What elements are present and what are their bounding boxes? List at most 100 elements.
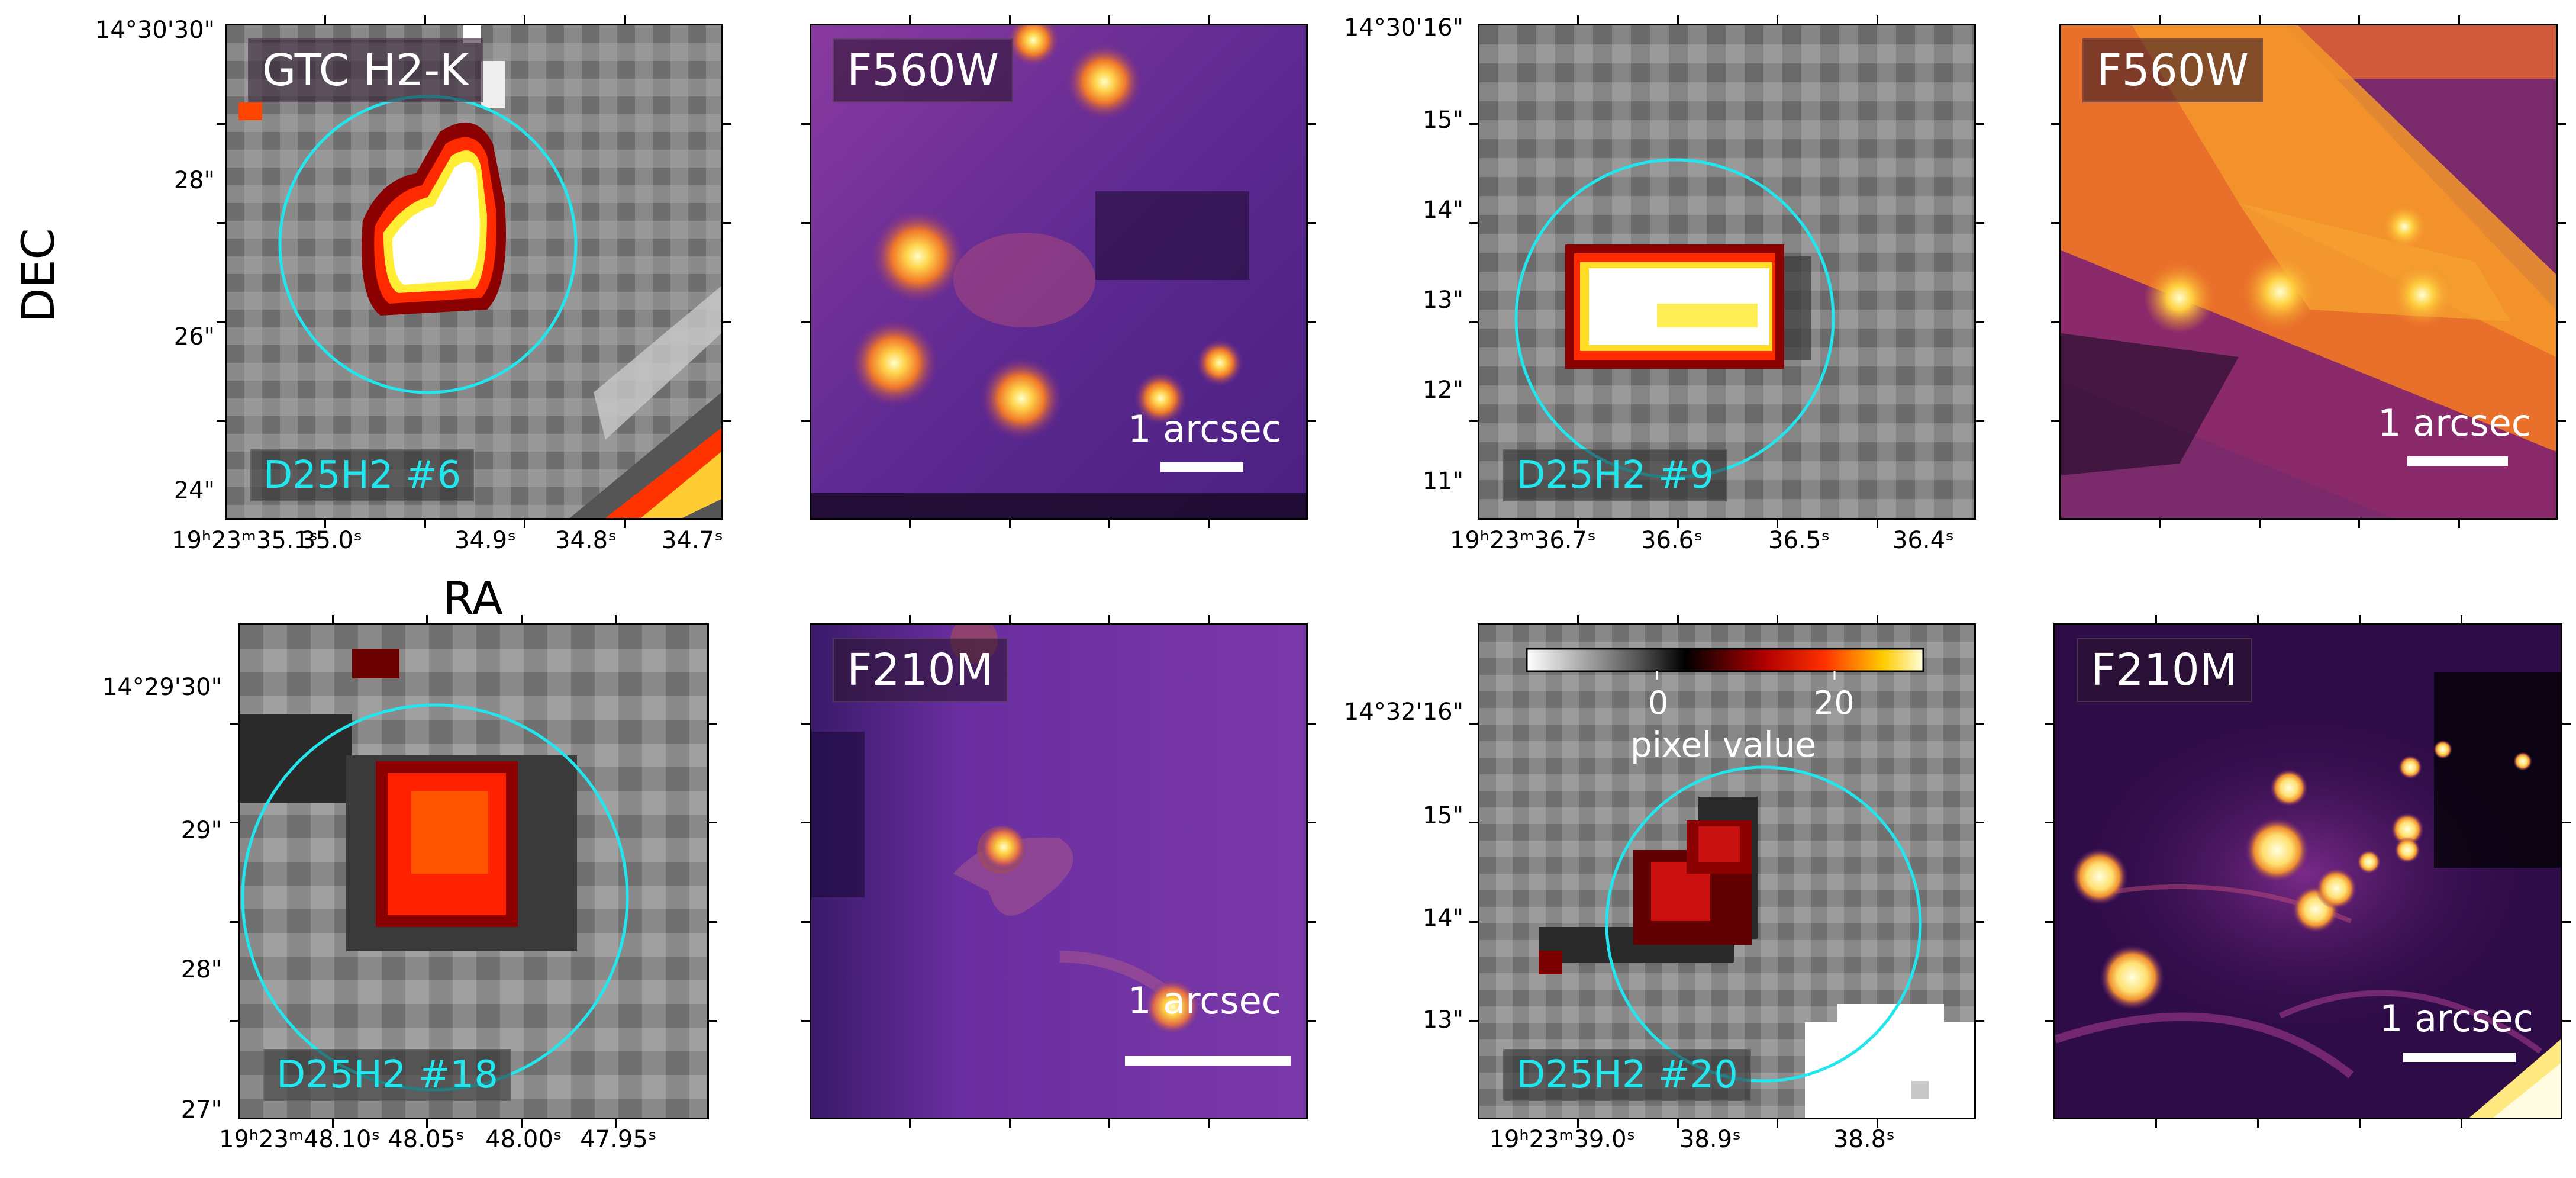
tick-mark <box>1469 420 1478 423</box>
tick-mark <box>1976 123 1984 125</box>
tick-mark <box>1577 1119 1579 1128</box>
x-tick-label: 34.8ˢ <box>555 527 617 554</box>
tick-mark <box>2562 722 2571 725</box>
tick-mark <box>723 123 731 125</box>
tick-mark <box>2159 520 2161 528</box>
tick-mark <box>1976 222 1984 224</box>
panel-source-9: D25H2 #9 <box>1478 24 1976 520</box>
y-tick-label: 14°32'16" <box>1343 699 1463 726</box>
dec-axis-title: DEC <box>12 228 65 323</box>
tick-mark <box>2045 722 2053 725</box>
y-tick-label: 15" <box>1422 802 1463 829</box>
tick-mark <box>2558 420 2566 423</box>
x-tick-label: 35.0ˢ <box>301 527 362 554</box>
tick-mark <box>1876 520 1878 528</box>
y-tick-label: 28" <box>173 167 215 194</box>
tick-mark <box>2458 15 2460 24</box>
tick-mark <box>2358 520 2361 528</box>
scale-bar-label: 1 arcsec <box>2380 997 2533 1040</box>
tick-mark <box>1308 822 1316 824</box>
tick-mark <box>1308 123 1316 125</box>
tick-mark <box>230 920 238 923</box>
tick-mark <box>1976 722 1984 725</box>
tick-mark <box>2155 1119 2157 1128</box>
source-id-label: D25H2 #18 <box>263 1049 511 1101</box>
x-tick-label: 36.6ˢ <box>1641 527 1703 554</box>
x-tick-label: 36.5ˢ <box>1768 527 1830 554</box>
tick-mark <box>709 920 717 923</box>
tick-mark <box>909 1119 911 1128</box>
colorbar-tick-label: 0 <box>1648 684 1669 722</box>
y-tick-label: 14" <box>1422 197 1463 224</box>
y-tick-label: 14°30'16" <box>1343 14 1463 41</box>
tick-mark <box>426 615 428 623</box>
tick-mark <box>801 822 810 824</box>
tick-mark <box>723 222 731 224</box>
x-tick-label: 38.8ˢ <box>1833 1126 1895 1153</box>
tick-mark <box>1108 615 1111 623</box>
tick-mark <box>614 1119 617 1128</box>
tick-mark <box>1677 520 1679 528</box>
scale-bar <box>2403 1053 2516 1062</box>
tick-mark <box>1976 1020 1984 1022</box>
grayscale-image <box>1479 625 1974 1118</box>
panel-gtc-h2k-source-6: GTC H2-K D25H2 #6 <box>225 24 723 520</box>
aperture-circle <box>1605 765 1922 1083</box>
y-tick-label: 26" <box>173 323 215 350</box>
x-tick-label: 47.95ˢ <box>580 1126 657 1153</box>
y-tick-label: 24" <box>173 477 215 504</box>
tick-mark <box>230 822 238 824</box>
tick-mark <box>1876 615 1878 623</box>
tick-mark <box>1469 222 1478 224</box>
tick-mark <box>2045 1020 2053 1022</box>
tick-mark <box>1008 1119 1011 1128</box>
tick-mark <box>723 321 731 323</box>
tick-mark <box>324 15 327 24</box>
ra-axis-title: RA <box>443 572 503 625</box>
tick-mark <box>1208 15 1210 24</box>
scale-bar <box>1125 1056 1291 1066</box>
tick-mark <box>1208 520 1210 528</box>
tick-mark <box>2562 822 2571 824</box>
tick-mark <box>2051 321 2059 323</box>
tick-mark <box>801 920 810 923</box>
grayscale-image <box>240 625 707 1118</box>
tick-mark <box>332 1119 334 1128</box>
tick-mark <box>1108 520 1111 528</box>
y-tick-label: 14°30'30" <box>95 17 215 44</box>
colorbar-tick-label: 20 <box>1814 684 1855 722</box>
tick-mark <box>426 1119 428 1128</box>
tick-mark <box>1308 1020 1316 1022</box>
x-tick-label: 36.4ˢ <box>1892 527 1954 554</box>
panel-f560w-1: F560W 1 arcsec <box>810 24 1308 520</box>
tick-mark <box>709 822 717 824</box>
tick-mark <box>1208 615 1210 623</box>
tick-mark <box>217 420 225 423</box>
tick-mark <box>1976 420 1984 423</box>
tick-mark <box>2258 520 2261 528</box>
filter-label: F560W <box>833 38 1013 102</box>
tick-mark <box>2257 615 2259 623</box>
tick-mark <box>1876 15 1878 24</box>
y-tick-label: 14" <box>1422 905 1463 932</box>
filter-label: F210M <box>833 638 1008 702</box>
colorbar <box>1526 648 1924 672</box>
tick-mark <box>2045 822 2053 824</box>
tick-mark <box>230 722 238 725</box>
tick-mark <box>1469 722 1478 725</box>
tick-mark <box>801 321 810 323</box>
tick-mark <box>1777 520 1779 528</box>
tick-mark <box>2461 615 2462 623</box>
tick-mark <box>524 520 526 528</box>
tick-mark <box>1469 822 1478 824</box>
tick-mark <box>1777 15 1779 24</box>
tick-mark <box>217 222 225 224</box>
tick-mark <box>723 420 731 423</box>
scale-bar <box>2407 456 2508 466</box>
tick-mark <box>1469 123 1478 125</box>
tick-mark <box>1308 420 1316 423</box>
y-tick-label: 13" <box>1422 287 1463 314</box>
tick-mark <box>1469 920 1478 923</box>
y-tick-label: 27" <box>180 1096 222 1124</box>
tick-mark <box>2359 1119 2361 1128</box>
